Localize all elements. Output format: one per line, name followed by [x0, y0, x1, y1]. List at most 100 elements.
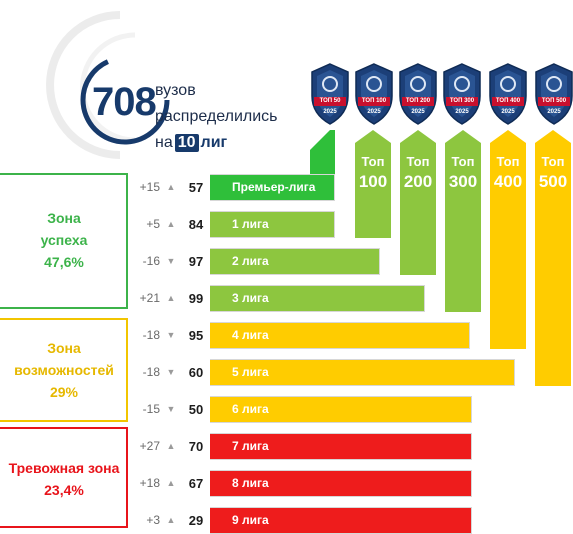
badge-label: ТОП 300: [449, 98, 475, 104]
column-label-number: 400: [493, 172, 523, 191]
zone-success-box: [0, 173, 128, 309]
column-label-number: 200: [403, 172, 433, 191]
column-connector: [535, 143, 571, 386]
column-cap: [355, 130, 391, 143]
league-count: 84: [182, 211, 210, 238]
decorative-arcs: [46, 11, 170, 159]
league-delta: -15: [142, 402, 160, 416]
column-label: Топ 200: [400, 152, 436, 192]
league-label: 9 лига: [232, 513, 269, 527]
shield-icon: [399, 63, 437, 125]
arrow-up-icon: ▲: [166, 293, 176, 303]
column-cap: [400, 130, 436, 143]
badge-year: 2025: [323, 109, 337, 115]
league-count: 99: [182, 285, 210, 312]
badge-year: 2025: [455, 109, 469, 115]
headline-line3: на 10 лиг: [155, 134, 227, 152]
column-label-number: 300: [448, 172, 478, 191]
column-cap: [445, 130, 481, 143]
league-bar: [182, 396, 472, 423]
league-label: 8 лига: [232, 476, 269, 490]
column-label: Топ 300: [445, 152, 481, 192]
arrow-up-icon: ▲: [166, 515, 176, 525]
league-count: 57: [182, 174, 210, 201]
column-label-top: Топ: [406, 154, 430, 169]
league-bar: [182, 285, 425, 312]
column-label-number: 100: [358, 172, 388, 191]
headline-line3-number: 10: [174, 134, 199, 152]
league-delta: -16: [142, 254, 160, 268]
badge-label: ТОП 500: [541, 98, 567, 104]
column-label-top: Топ: [541, 154, 565, 169]
zone-alarm-box: [0, 427, 128, 528]
zone-success-text: Зона успеха 47,6%: [0, 207, 128, 273]
league-label: 5 лига: [232, 365, 269, 379]
badge-year: 2025: [411, 109, 425, 115]
league-bar: [182, 433, 472, 460]
column-connector: [490, 143, 526, 349]
shield-icon: [355, 63, 393, 125]
arrow-down-icon: ▼: [166, 404, 176, 414]
headline-line3-prefix: на: [155, 134, 173, 151]
league-label: Премьер-лига: [232, 180, 316, 194]
league-count: 97: [182, 248, 210, 275]
column-label: Топ 500: [535, 152, 571, 192]
zone-alarm-line1: Тревожная зона: [8, 460, 120, 476]
column-label: Топ 400: [490, 152, 526, 192]
column-connector: [355, 143, 391, 238]
arrow-up-icon: ▲: [166, 219, 176, 229]
headline-line1: вузов: [155, 82, 196, 99]
column-connector: [400, 143, 436, 275]
league-count: 67: [182, 470, 210, 497]
arrow-down-icon: ▼: [166, 367, 176, 377]
league-delta: +5: [146, 217, 160, 231]
zone-opportunity-box: [0, 318, 128, 422]
arrow-up-icon: ▲: [166, 441, 176, 451]
column-label-top: Топ: [451, 154, 475, 169]
league-delta: +18: [139, 476, 160, 490]
zone-success-line1: Зона: [47, 210, 81, 226]
league-count: 50: [182, 396, 210, 423]
league-label: 2 лига: [232, 254, 269, 268]
rating-badge: ТОП 400 2025: [488, 62, 528, 126]
rating-badge: ТОП 200 2025: [398, 62, 438, 126]
rating-badge: ТОП 100 2025: [354, 62, 394, 126]
league-count: 60: [182, 359, 210, 386]
league-label: 7 лига: [232, 439, 269, 453]
zone-success-line3: 47,6%: [44, 254, 84, 270]
badge-label: ТОП 50: [319, 98, 341, 104]
badge-year: 2025: [367, 109, 381, 115]
league-label: 1 лига: [232, 217, 269, 231]
column-label: Топ 100: [355, 152, 391, 192]
arrow-up-icon: ▲: [166, 182, 176, 192]
league-delta: +21: [139, 291, 160, 305]
headline-line3-suffix: лиг: [200, 134, 228, 151]
league-delta: +15: [139, 180, 160, 194]
league-bar: [182, 322, 470, 349]
badge-year: 2025: [547, 109, 561, 115]
league-bar: [182, 507, 472, 534]
zone-success-line2: успеха: [40, 232, 88, 248]
league-delta: -18: [142, 328, 160, 342]
league-label: 3 лига: [232, 291, 269, 305]
league-count: 95: [182, 322, 210, 349]
rating-badge: ТОП 500 2025: [534, 62, 573, 126]
league-bar: [182, 470, 472, 497]
zone-opportunity-line1: Зона: [47, 340, 81, 356]
shield-icon: [535, 63, 573, 125]
column-cap: [535, 130, 571, 143]
shield-icon: [489, 63, 527, 125]
zone-opportunity-text: Зона возможностей 29%: [0, 337, 128, 403]
badge-label: ТОП 200: [405, 98, 431, 104]
league-count: 29: [182, 507, 210, 534]
league-bar: [182, 359, 515, 386]
badge-year: 2025: [501, 109, 515, 115]
arrow-up-icon: ▲: [166, 478, 176, 488]
headline-number: 708: [92, 80, 157, 124]
league-delta: -18: [142, 365, 160, 379]
zone-alarm-text: Тревожная зона 23,4%: [0, 457, 128, 501]
league-label: 4 лига: [232, 328, 269, 342]
zone-opportunity-line3: 29%: [49, 384, 79, 400]
zone-alarm-line2: 23,4%: [44, 482, 84, 498]
